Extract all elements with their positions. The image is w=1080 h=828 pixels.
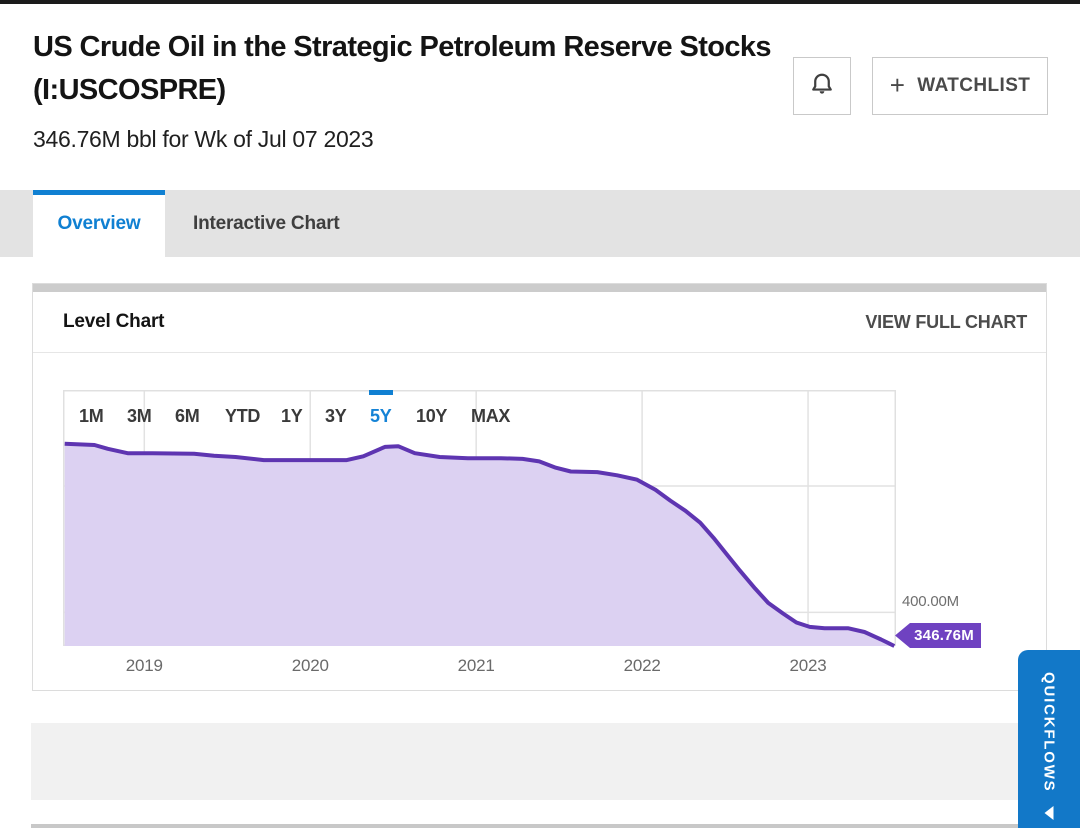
tab-interactive-chart-label: Interactive Chart — [193, 212, 340, 234]
card-header: Level Chart VIEW FULL CHART — [33, 292, 1046, 353]
range-button-6m[interactable]: 6M — [175, 406, 200, 426]
chart-canvas — [63, 390, 896, 648]
tab-overview[interactable]: Overview — [33, 190, 165, 257]
chevron-left-icon — [1044, 806, 1054, 820]
watchlist-button-label: WATCHLIST — [917, 75, 1031, 96]
tab-overview-label: Overview — [57, 212, 141, 234]
range-button-max[interactable]: MAX — [471, 406, 511, 426]
add-watchlist-button[interactable]: + WATCHLIST — [872, 57, 1048, 115]
range-button-ytd[interactable]: YTD — [225, 406, 261, 426]
range-button-1y[interactable]: 1Y — [281, 406, 303, 426]
x-axis-tick-label: 2023 — [789, 656, 827, 675]
top-edge-bar — [0, 0, 1080, 4]
bell-icon — [808, 71, 836, 102]
level-chart-card: Level Chart VIEW FULL CHART 1M 3M 6M YTD 1Y 3… — [32, 283, 1047, 691]
range-button-3y[interactable]: 3Y — [325, 406, 347, 426]
active-range-indicator — [369, 390, 393, 395]
range-button-5y[interactable]: 5Y — [370, 406, 392, 426]
plus-icon: + — [889, 69, 906, 100]
y-axis-gridline-label: 400.00M — [902, 593, 959, 610]
footer-placeholder-band — [31, 723, 1047, 800]
next-section-edge — [31, 824, 1080, 828]
x-axis-tick-label: 2020 — [291, 656, 329, 675]
range-button-10y[interactable]: 10Y — [416, 406, 448, 426]
quickflows-tab[interactable]: QUICKFLOWS — [1018, 650, 1080, 828]
tab-interactive-chart[interactable]: Interactive Chart — [165, 190, 368, 257]
page-title: US Crude Oil in the Strategic Petroleum … — [33, 31, 772, 106]
x-axis-tick-label: 2021 — [457, 656, 495, 675]
active-tab-indicator — [33, 190, 165, 195]
range-button-3m[interactable]: 3M — [127, 406, 152, 426]
last-value-badge: 346.76M — [895, 623, 981, 648]
tab-bar: Overview Interactive Chart — [0, 190, 1080, 257]
page-subtitle: 346.76M bbl for Wk of Jul 07 2023 — [33, 126, 374, 152]
x-axis-tick-label: 2019 — [125, 656, 163, 675]
spr-area-chart[interactable]: 1M 3M 6M YTD 1Y 3Y 5Y 10Y MAX 2019 2020 2021 2022 20… — [63, 390, 981, 675]
range-button-1m[interactable]: 1M — [79, 406, 104, 426]
view-full-chart-link[interactable]: VIEW FULL CHART — [865, 311, 1027, 332]
alert-button[interactable] — [793, 57, 851, 115]
x-axis-tick-label: 2022 — [623, 656, 661, 675]
quickflows-label: QUICKFLOWS — [1040, 672, 1058, 793]
card-top-strip — [33, 284, 1046, 292]
card-title: Level Chart — [63, 311, 165, 332]
time-range-buttons: 1M 3M 6M YTD 1Y 3Y 5Y 10Y MAX — [63, 390, 896, 430]
